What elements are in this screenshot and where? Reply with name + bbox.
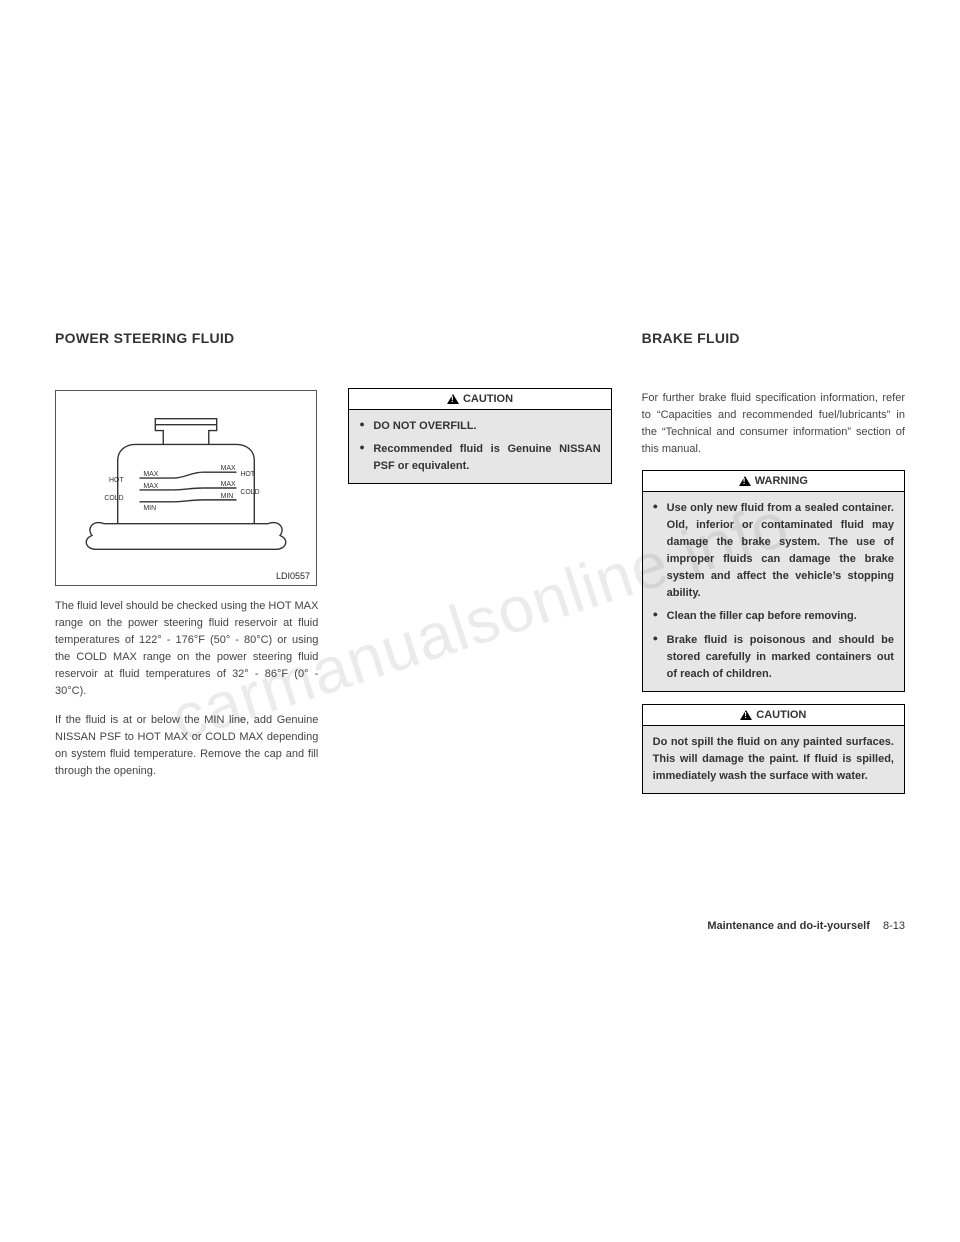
- content-columns: POWER STEERING FLUID: [55, 330, 905, 806]
- ps-caution-body: DO NOT OVERFILL. Recommended fluid is Ge…: [349, 410, 610, 483]
- brake-warning-label: WARNING: [755, 475, 808, 487]
- brake-warning-body: Use only new fluid from a sealed contain…: [643, 492, 904, 690]
- ps-caution-label: CAUTION: [463, 393, 513, 405]
- brake-warning-box: WARNING Use only new fluid from a sealed…: [642, 470, 905, 691]
- warning-triangle-icon: [447, 394, 459, 404]
- ps-caution-head: CAUTION: [349, 389, 610, 410]
- label-cold-right: COLD: [240, 489, 259, 496]
- ps-caution-item-1: DO NOT OVERFILL.: [359, 418, 600, 435]
- label-cold-left: COLD: [104, 495, 123, 502]
- ps-caution-item-2: Recommended fluid is Genuine NISSAN PSF …: [359, 441, 600, 475]
- label-min-r: MIN: [221, 493, 234, 500]
- brake-caution-head: CAUTION: [643, 705, 904, 726]
- column-left: POWER STEERING FLUID: [55, 330, 318, 806]
- brake-caution-label: CAUTION: [756, 709, 806, 721]
- label-hot-left: HOT: [109, 477, 124, 484]
- column-right: BRAKE FLUID For further brake fluid spec…: [642, 330, 905, 806]
- column-middle: CAUTION DO NOT OVERFILL. Recommended flu…: [348, 330, 611, 806]
- warning-triangle-icon: [740, 710, 752, 720]
- ps-paragraph-1: The fluid level should be checked using …: [55, 598, 318, 700]
- power-steering-title: POWER STEERING FLUID: [55, 330, 318, 346]
- label-max-l1: MAX: [143, 471, 158, 478]
- figure-id: LDI0557: [276, 571, 310, 581]
- brake-caution-box: CAUTION Do not spill the fluid on any pa…: [642, 704, 905, 794]
- reservoir-svg: HOT COLD MAX MAX MIN MAX MAX MIN HOT COL…: [56, 391, 316, 585]
- brake-intro: For further brake fluid specification in…: [642, 390, 905, 458]
- manual-page: carmanualsonline.info POWER STEERING FLU…: [0, 0, 960, 1242]
- brake-warning-item-3: Brake fluid is poisonous and should be s…: [653, 632, 894, 683]
- ps-paragraph-2: If the fluid is at or below the MIN line…: [55, 712, 318, 780]
- brake-fluid-title: BRAKE FLUID: [642, 330, 905, 346]
- page-footer: Maintenance and do-it-yourself 8-13: [707, 920, 905, 932]
- label-max-l2: MAX: [143, 483, 158, 490]
- label-min-l: MIN: [143, 505, 156, 512]
- label-max-r1: MAX: [221, 465, 236, 472]
- warning-triangle-icon: [739, 476, 751, 486]
- brake-warning-head: WARNING: [643, 471, 904, 492]
- brake-warning-item-2: Clean the filler cap before removing.: [653, 608, 894, 625]
- brake-warning-item-1: Use only new fluid from a sealed contain…: [653, 500, 894, 602]
- label-max-r2: MAX: [221, 481, 236, 488]
- footer-section: Maintenance and do-it-yourself: [707, 920, 870, 932]
- footer-page: 8-13: [883, 920, 905, 932]
- brake-caution-body: Do not spill the fluid on any painted su…: [643, 726, 904, 793]
- reservoir-figure: HOT COLD MAX MAX MIN MAX MAX MIN HOT COL…: [55, 390, 317, 586]
- label-hot-right: HOT: [240, 471, 255, 478]
- ps-caution-box: CAUTION DO NOT OVERFILL. Recommended flu…: [348, 388, 611, 484]
